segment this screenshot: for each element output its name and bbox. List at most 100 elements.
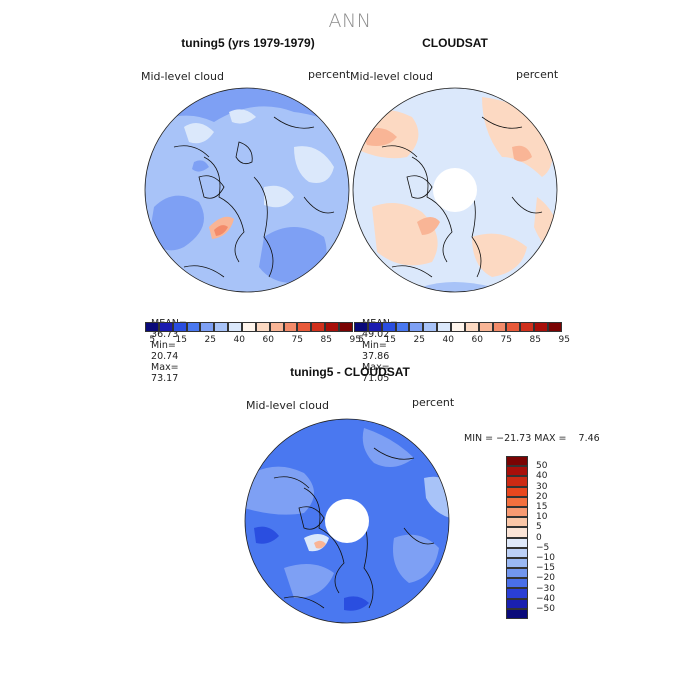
- colorbar-tick-label: 40: [233, 335, 245, 345]
- colorbar-cell: [506, 517, 528, 528]
- panel-2-polar-map: [352, 87, 558, 293]
- colorbar-cell: [158, 322, 173, 332]
- colorbar-cell: [506, 456, 528, 467]
- diff-panel-variable-label: Mid-level cloud: [246, 399, 329, 412]
- colorbar-cell: [506, 506, 528, 518]
- colorbar-cell: [506, 466, 528, 477]
- colorbar-cell: [548, 322, 562, 332]
- diff-panel-min-max: MIN = −21.73 MAX = 7.46: [464, 433, 600, 444]
- colorbar-tick-label: −50: [536, 604, 555, 614]
- colorbar-tick-label: 85: [529, 335, 541, 345]
- colorbar-cell: [492, 322, 507, 332]
- colorbar-cell: [367, 322, 382, 332]
- colorbar-cell: [381, 322, 396, 332]
- colorbar-cell: [311, 322, 326, 332]
- panel-2-mean-value: 49.02: [362, 329, 390, 340]
- colorbar-tick-label: 85: [320, 335, 332, 345]
- colorbar-cell: [478, 322, 493, 332]
- panel-1-colorbar-ticks: 5 15 25 40 60 75 85 95: [145, 335, 361, 347]
- panel-2-colorbar-ticks: 5 15 25 40 60 75 85 95: [354, 335, 570, 347]
- colorbar-cell: [145, 322, 159, 332]
- colorbar-cell: [534, 322, 549, 332]
- panel-1-variable-label: Mid-level cloud: [141, 70, 224, 83]
- panel-1-units-label: percent: [308, 68, 351, 81]
- panel-1-colorbar: 5 15 25 40 60 75 85 95: [145, 322, 361, 348]
- colorbar-tick-label: 40: [442, 335, 454, 345]
- panel-1-max-label: Max=: [151, 362, 179, 373]
- panel-1-polar-map: [144, 87, 350, 293]
- panel-2-min-value: 37.86: [362, 351, 390, 362]
- colorbar-tick-label: 0: [536, 532, 542, 543]
- panel-2-units-label: percent: [516, 68, 559, 81]
- panel-2-colorbar-cells: [354, 322, 562, 332]
- colorbar-cell: [520, 322, 535, 332]
- panel-1-min-label: Min=: [151, 340, 176, 351]
- colorbar-cell: [506, 557, 528, 569]
- colorbar-cell: [506, 608, 528, 619]
- panel-2-colorbar: 5 15 25 40 60 75 85 95: [354, 322, 570, 348]
- colorbar-tick-label: −15: [536, 563, 555, 574]
- colorbar-tick-label: 5: [536, 522, 542, 533]
- diff-colorbar: 50 40 30 20 15 10 5 0 −5 −10 −15 −20 −30 −40 −50: [506, 456, 566, 622]
- colorbar-cell: [451, 322, 465, 332]
- colorbar-tick-label: 60: [471, 335, 483, 345]
- colorbar-cell: [506, 476, 528, 487]
- colorbar-cell: [506, 496, 528, 507]
- colorbar-tick-label: −20: [536, 573, 555, 584]
- colorbar-cell: [325, 322, 340, 332]
- colorbar-cell: [423, 322, 438, 332]
- colorbar-cell: [339, 322, 353, 332]
- colorbar-cell: [506, 527, 528, 538]
- diff-panel-polar-map: [244, 418, 450, 624]
- colorbar-cell: [255, 322, 270, 332]
- colorbar-tick-label: 40: [536, 471, 548, 482]
- panel-1-mean-value: 36.73: [151, 329, 179, 340]
- colorbar-tick-label: 50: [536, 461, 548, 472]
- diff-panel-units-label: percent: [412, 396, 455, 409]
- colorbar-cell: [297, 322, 312, 332]
- colorbar-tick-label: 25: [204, 335, 216, 345]
- panel-2-max-value: 71.05: [362, 373, 390, 384]
- colorbar-cell: [172, 322, 187, 332]
- colorbar-cell: [186, 322, 201, 332]
- colorbar-tick-label: 10: [536, 512, 548, 523]
- colorbar-tick-label: 15: [536, 502, 548, 512]
- panel-2-min-label: Min=: [362, 340, 387, 351]
- diff-panel-title: tuning5 - CLOUDSAT: [290, 365, 410, 379]
- colorbar-cell: [506, 578, 528, 589]
- panel-1-colorbar-cells: [145, 322, 353, 332]
- panel-1-title: tuning5 (yrs 1979-1979): [181, 36, 315, 50]
- colorbar-cell: [506, 547, 528, 558]
- colorbar-tick-label: 95: [558, 335, 570, 345]
- colorbar-cell: [506, 537, 528, 548]
- colorbar-cell: [395, 322, 410, 332]
- colorbar-tick-label: −30: [536, 583, 555, 594]
- colorbar-cell: [506, 568, 528, 579]
- colorbar-cell: [354, 322, 368, 332]
- colorbar-cell: [437, 322, 452, 332]
- colorbar-tick-label: 15: [175, 335, 187, 345]
- diff-colorbar-cells: [506, 456, 566, 619]
- plot-title: ANN: [328, 10, 372, 32]
- colorbar-tick-label: −10: [536, 553, 555, 563]
- colorbar-cell: [464, 322, 479, 332]
- colorbar-tick-label: 20: [536, 491, 548, 502]
- colorbar-tick-label: −40: [536, 593, 555, 604]
- colorbar-tick-label: 15: [384, 335, 396, 345]
- colorbar-cell: [283, 322, 298, 332]
- colorbar-cell: [506, 598, 528, 609]
- colorbar-tick-label: 95: [349, 335, 361, 345]
- colorbar-tick-label: 30: [536, 481, 548, 492]
- panel-2-title: CLOUDSAT: [422, 36, 488, 50]
- colorbar-cell: [506, 486, 528, 497]
- colorbar-tick-label: 75: [291, 335, 303, 345]
- panel-2-max-label: Max=: [362, 362, 390, 373]
- colorbar-tick-label: 75: [500, 335, 512, 345]
- colorbar-cell: [228, 322, 243, 332]
- colorbar-tick-label: −5: [536, 542, 550, 553]
- colorbar-tick-label: 60: [262, 335, 274, 345]
- diff-colorbar-ticks: 50 40 30 20 15 10 5 0 −5 −10 −15 −20 −30 −40 −50: [506, 456, 566, 622]
- colorbar-cell: [200, 322, 215, 332]
- colorbar-tick-label: 25: [413, 335, 425, 345]
- colorbar-tick-label: 5: [149, 335, 156, 345]
